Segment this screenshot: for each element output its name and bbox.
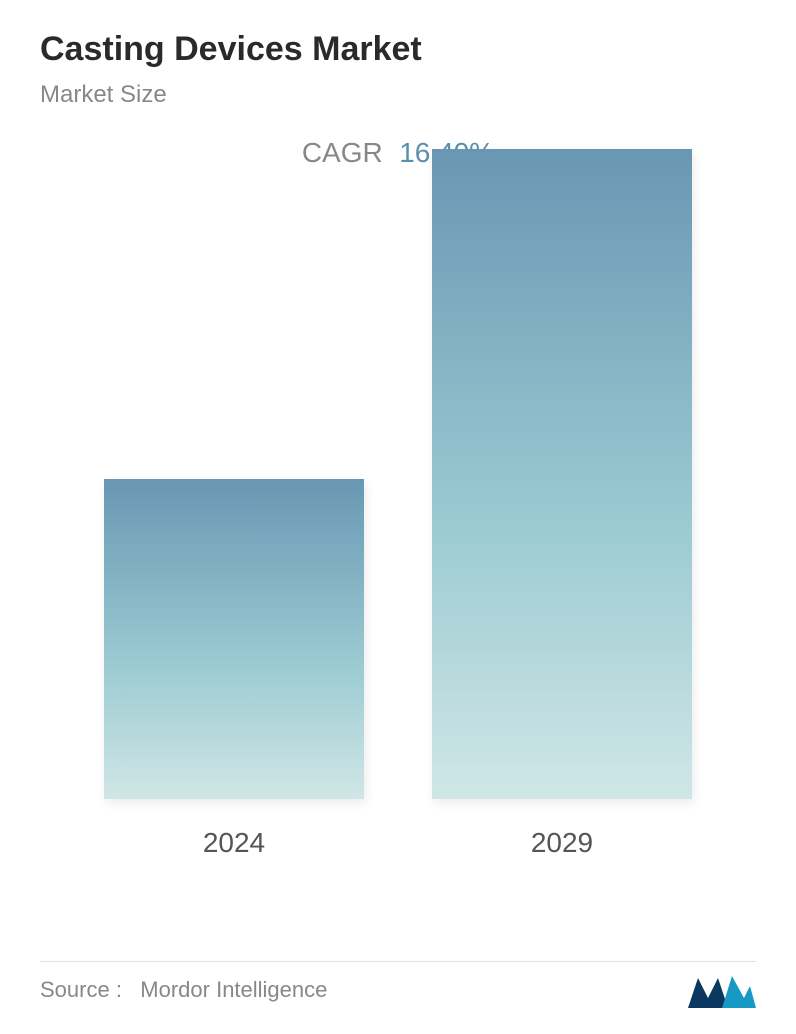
source-name: Mordor Intelligence — [140, 977, 327, 1002]
chart-container: Casting Devices Market Market Size CAGR … — [0, 0, 796, 1034]
chart-subtitle: Market Size — [40, 81, 756, 109]
chart-title: Casting Devices Market — [40, 30, 756, 69]
bar-group-1: 2029 — [432, 149, 692, 859]
chart-area: 2024 2029 — [40, 209, 756, 859]
source-text: Source : Mordor Intelligence — [40, 977, 327, 1003]
bar-group-0: 2024 — [104, 479, 364, 859]
bar-label-1: 2029 — [531, 827, 593, 859]
bar-label-0: 2024 — [203, 827, 265, 859]
source-label: Source : — [40, 977, 122, 1002]
logo-icon — [686, 970, 756, 1010]
bar-1 — [432, 149, 692, 799]
mordor-logo-svg — [686, 970, 756, 1010]
footer-divider — [40, 961, 756, 962]
footer: Source : Mordor Intelligence — [40, 970, 756, 1010]
bar-0 — [104, 479, 364, 799]
cagr-label: CAGR — [302, 137, 383, 168]
